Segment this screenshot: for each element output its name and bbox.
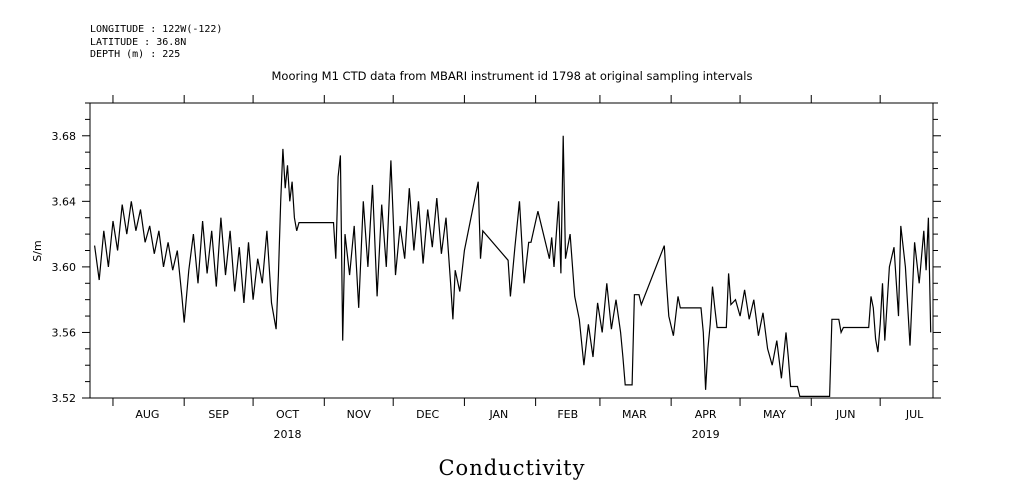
y-axis: 3.52 3.56 3.60 3.64 3.68: [52, 102, 941, 405]
x-tick-label: SEP: [208, 408, 229, 421]
y-tick-label: 3.64: [52, 195, 77, 208]
x-tick-label: MAR: [622, 408, 647, 421]
x-tick-label: FEB: [557, 408, 578, 421]
x-tick-label: JUL: [905, 408, 924, 421]
y-tick-label: 3.68: [52, 130, 77, 143]
x-tick-label: MAY: [763, 408, 786, 421]
latitude-label: LATITUDE : 36.8N: [90, 36, 187, 48]
depth-label: DEPTH (m) : 225: [90, 49, 181, 60]
x-tick-label: AUG: [135, 408, 159, 421]
y-tick-label: 3.60: [52, 261, 77, 274]
y-tick-label: 3.52: [52, 392, 77, 405]
x-tick-label: APR: [695, 408, 717, 421]
x-axis: AUG SEP OCT NOV DEC JAN FEB MAR APR MAY JUN JUL 2018…: [112, 95, 924, 441]
x-tick-label: NOV: [347, 408, 372, 421]
y-axis-label: S/m: [31, 240, 44, 261]
longitude-label: LONGITUDE : 122W(-122): [90, 24, 223, 35]
data-series: [94, 135, 932, 397]
x-year-label: 2018: [274, 428, 302, 441]
conductivity-line: [94, 135, 932, 397]
x-tick-label: JUN: [835, 408, 856, 421]
station-metadata: LONGITUDE : 122W(-122) LATITUDE : 36.8N …: [90, 24, 222, 62]
x-tick-label: OCT: [276, 408, 299, 421]
plot-frame: [89, 102, 934, 399]
chart-caption: Conductivity: [438, 456, 585, 480]
y-tick-label: 3.56: [52, 326, 77, 339]
chart-title: Mooring M1 CTD data from MBARI instrumen…: [272, 69, 753, 83]
x-tick-label: JAN: [488, 408, 508, 421]
x-tick-label: DEC: [416, 408, 439, 421]
x-year-label: 2019: [692, 428, 720, 441]
